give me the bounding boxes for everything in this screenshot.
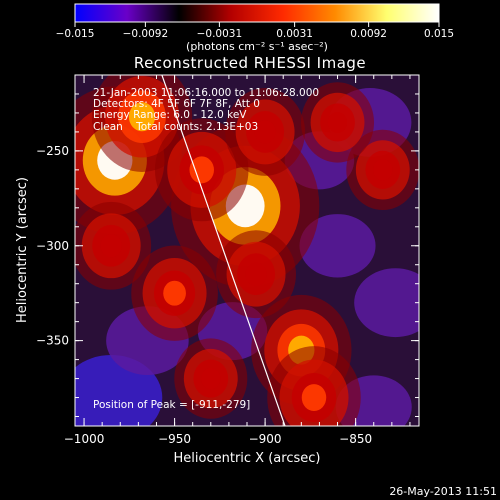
annotation-clean-counts: Clean Total counts: 2.13E+03: [93, 121, 258, 133]
observation-annotations: 21-Jan-2003 11:06:16.000 to 11:06:28.000…: [93, 87, 319, 133]
heatmap-hotspot: [245, 262, 267, 286]
heatmap-coldspot: [299, 214, 376, 278]
colorbar-tick-label: 0.0031: [276, 28, 313, 40]
colorbar-unit-label: (photons cm⁻² s⁻¹ asec⁻²): [186, 40, 328, 53]
solar-limb-line: [161, 75, 286, 426]
annotation-detectors: Detectors: 4F 5F 6F 7F 8F, Att 0: [93, 98, 260, 110]
heatmap-hotspot: [189, 156, 214, 184]
x-tick-label: −850: [339, 432, 372, 446]
y-tick-label: −300: [36, 239, 69, 253]
annotation-time-range: 21-Jan-2003 11:06:16.000 to 11:06:28.000: [93, 87, 319, 99]
annotation-energy-range: Energy Range: 6.0 - 12.0 keV: [93, 109, 247, 121]
x-axis-label: Heliocentric X (arcsec): [174, 451, 321, 466]
footer-timestamp: 26-May-2013 11:51: [389, 485, 497, 498]
heatmap-hotspot: [201, 368, 221, 390]
y-axis-ticks: −250 −300 −350: [36, 74, 419, 418]
heatmap-hotspot: [254, 120, 276, 144]
y-axis-label: Heliocentric Y (arcsec): [15, 177, 30, 323]
colorbar-tick-label: −0.0031: [197, 28, 243, 40]
colorbar: [74, 3, 440, 23]
heatmap-hotspot: [128, 102, 156, 132]
x-tick-label: −950: [158, 432, 191, 446]
heatmap-coldspot: [354, 268, 419, 338]
colorbar-ticks: −0.015 −0.0092 −0.0031 0.0031 0.0092 0.015: [56, 22, 454, 40]
heatmap-hotspot: [373, 159, 393, 181]
colorbar-tick-label: 0.015: [424, 28, 454, 40]
x-tick-label: −1000: [64, 432, 105, 446]
heatmap-hotspot: [163, 280, 186, 306]
x-axis-ticks: −1000 −950 −900 −850: [64, 75, 411, 446]
heatmap-hotspot: [327, 111, 348, 133]
colorbar-tick-label: −0.0092: [123, 28, 169, 40]
heatmap-hotspot: [100, 234, 122, 258]
heatmap-hotspot: [301, 384, 327, 412]
y-tick-label: −350: [36, 334, 69, 348]
peak-position-label: Position of Peak = [-911,-279]: [93, 399, 250, 411]
y-tick-label: −250: [36, 144, 69, 158]
chart-title: Reconstructed RHESSI Image: [134, 54, 366, 72]
x-tick-label: −900: [249, 432, 282, 446]
heatmap-layer: [75, 75, 419, 426]
colorbar-tick-label: 0.0092: [350, 28, 387, 40]
colorbar-tick-label: −0.015: [56, 28, 95, 40]
